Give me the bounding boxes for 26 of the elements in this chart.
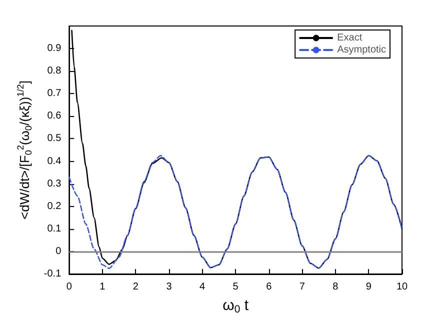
legend-label: Exact	[337, 32, 362, 44]
y-tick-label: 0	[56, 246, 62, 257]
x-tick-label: 9	[366, 282, 372, 292]
legend-label: Asymptotic	[337, 44, 386, 56]
x-tick-label: 6	[266, 282, 272, 292]
y-axis-title: <dW/dt>/[F02(ω0/(κξ))1/2]	[16, 80, 34, 220]
y-tick-label: 0.5	[47, 133, 62, 144]
x-tick-label: 0	[66, 282, 72, 292]
x-tick-label: 2	[132, 282, 139, 292]
y-tick-label: 0.3	[47, 178, 62, 190]
x-tick-label: 3	[166, 282, 172, 292]
y-tick-label: 0.8	[47, 66, 62, 77]
y-tick-label: 0.2	[47, 200, 62, 212]
x-tick-label: 1	[100, 282, 106, 292]
x-tick-label: 7	[299, 282, 306, 292]
y-tick-label: 0.6	[47, 110, 62, 122]
y-tick-label: -0.1	[44, 268, 62, 280]
x-tick-label: 4	[200, 282, 206, 292]
y-tick-label: 0.7	[47, 88, 62, 100]
y-tick-label: 0.4	[47, 156, 62, 167]
y-tick-label: 0.9	[47, 43, 62, 54]
line-series	[68, 154, 403, 270]
x-tick-label: 5	[232, 282, 239, 292]
x-tick-label: 8	[332, 282, 339, 292]
x-tick-label: 10	[396, 282, 408, 292]
y-tick-label: 0.1	[47, 223, 62, 234]
